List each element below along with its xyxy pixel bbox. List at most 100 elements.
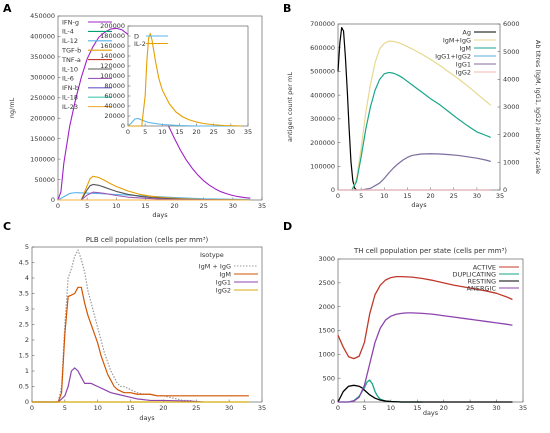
- panel-a-inset-y-tick-label: 180000: [100, 32, 125, 40]
- panel-b-right-y-tick-label: 2000: [503, 131, 520, 139]
- panel-d: 0 5 10 15 20 25 30 35 0 500 1000 1500 2000 2500 3000 da…: [318, 247, 527, 417]
- panel-d-x-tick-label: 20: [440, 404, 448, 412]
- panel-b-y-tick-label: 200000: [310, 139, 335, 147]
- panel-c-x-tick-label: 5: [63, 404, 67, 412]
- panel-d-series-duplicating: [338, 379, 423, 403]
- panel-c-title: PLB cell population (cells per mm³): [86, 236, 209, 244]
- panel-a-legend-label: IL-6: [62, 75, 74, 83]
- panel-a-x-axis-label: days: [152, 211, 168, 219]
- panel-b-y-axis-label: antigen count per mL: [286, 72, 294, 142]
- panel-a-inset-y-tick-label: 160000: [100, 42, 125, 50]
- panel-a-y-tick-label: 0: [51, 196, 55, 204]
- panel-c-y-tick-label: 3: [25, 305, 29, 313]
- panel-d-title: TH cell population per state (cells per …: [353, 247, 507, 255]
- panel-a-x-tick-label: 0: [56, 202, 60, 210]
- panel-c-legend-label: IgG1: [216, 278, 231, 286]
- panel-d-y-tick-label: 1000: [318, 351, 335, 359]
- panel-b-y-tick-label: 100000: [310, 162, 335, 170]
- panel-a-legend-label: TNF-a: [61, 56, 81, 64]
- panel-d-y-tick-label: 500: [323, 374, 335, 382]
- panel-b-x-tick-label: 20: [426, 192, 434, 200]
- panel-b-y-tick-label: 500000: [310, 68, 335, 76]
- panel-a-x-tick-label: 30: [229, 202, 237, 210]
- panel-b-series-ag: [337, 26, 357, 191]
- panel-a-legend-label: IL-10: [62, 65, 78, 73]
- panel-c-y-tick-label: 3.5: [19, 290, 29, 298]
- panel-c-x-tick-label: 15: [126, 404, 134, 412]
- panel-c-legend-title: Isotype: [200, 251, 224, 259]
- panel-d-legend-label: ANERGIC: [467, 284, 497, 292]
- panel-c-series-igg1: [32, 367, 203, 403]
- panel-d-legend-label: ACTIVE: [473, 263, 496, 271]
- panel-c-legend-label: IgM: [219, 270, 231, 278]
- panel-b-x-tick-label: 10: [380, 192, 388, 200]
- panel-a-inset-y-tick-label: 200000: [100, 22, 125, 30]
- panel-d-series-active: [337, 275, 513, 360]
- panel-a-legend-label: IFN-b: [62, 84, 79, 92]
- panel-b-x-tick-label: 0: [336, 192, 340, 200]
- panel-a-legend-label: TGF-b: [61, 47, 81, 55]
- panel-a-legend-label: IL-4: [62, 28, 74, 36]
- panel-d-x-tick-label: 5: [362, 404, 366, 412]
- panel-c-y-tick-label: 4: [25, 274, 29, 282]
- panel-b-series-igm-igg: [351, 40, 492, 191]
- panel-a-inset-x-tick-label: 0: [126, 128, 130, 136]
- panel-a-inset-series-il-2: [128, 32, 242, 127]
- panel-b-right-y-tick-label: 0: [503, 186, 507, 194]
- panel-a-inset-y-tick-label: 40000: [104, 102, 125, 110]
- panel-a-inset-series-d: [127, 117, 242, 127]
- panel-c-x-tick-label: 20: [159, 404, 167, 412]
- panel-a-inset-y-tick-label: 120000: [100, 62, 125, 70]
- panel-label-b: B: [283, 2, 291, 15]
- panel-d-legend-label: DUPLICATING: [453, 270, 497, 278]
- panel-a-x-tick-label: 5: [85, 202, 89, 210]
- panel-d-x-tick-label: 0: [336, 404, 340, 412]
- panel-a-legend-label: IL-18: [62, 94, 78, 102]
- panel-a-series-il-6: [58, 191, 251, 201]
- panel-b-x-tick-label: 35: [496, 192, 504, 200]
- panel-d-series-resting: [337, 384, 513, 403]
- panel-a-inset-y-tick-label: 140000: [100, 52, 125, 60]
- panel-a-inset-y-tick-label: 100000: [100, 72, 125, 80]
- panel-a-inset-x-tick-label: 25: [210, 128, 218, 136]
- panel-c: 0 5 10 15 20 25 30 35 0 0.5 1 1.5 2 2.5 3 3.5 4 4.5 5 days P…: [19, 236, 266, 422]
- panel-a-y-tick-label: 150000: [30, 135, 55, 143]
- panel-d-x-tick-label: 30: [492, 404, 500, 412]
- panel-b-legend-label: Ag: [462, 28, 471, 36]
- panel-b-y-tick-label: 300000: [310, 115, 335, 123]
- panel-b-legend-label: IgM: [459, 44, 471, 52]
- panel-b-y-tick-label: 400000: [310, 91, 335, 99]
- panel-c-x-tick-label: 0: [30, 404, 34, 412]
- panel-a-y-tick-label: 400000: [30, 33, 55, 41]
- panel-b-y2-axis-label: Ab titres (IgM, IgG1, IgG2) arbitrary sc…: [534, 40, 542, 174]
- panel-a-y-tick-label: 450000: [30, 12, 55, 20]
- panel-b-y-tick-label: 600000: [310, 44, 335, 52]
- panel-c-y-tick-label: 1.5: [19, 352, 29, 360]
- panel-b-x-tick-label: 30: [473, 192, 481, 200]
- panel-label-d: D: [283, 220, 292, 233]
- panel-c-legend-label: IgG2: [216, 286, 231, 294]
- panel-b-legend-label: IgG2: [456, 68, 471, 76]
- panel-a-inset-x-tick-label: 30: [227, 128, 235, 136]
- panel-b-y-tick-label: 700000: [310, 20, 335, 28]
- panel-label-c: C: [3, 220, 11, 233]
- panel-a-legend-label: IL-12: [62, 37, 78, 45]
- panel-d-y-tick-label: 0: [331, 398, 335, 406]
- panel-c-x-tick-label: 10: [94, 404, 102, 412]
- panel-d-series-anergic: [338, 312, 513, 403]
- panel-d-x-tick-label: 15: [413, 404, 421, 412]
- panel-b-right-y-tick-label: 3000: [503, 103, 520, 111]
- panel-c-y-tick-label: 2.5: [19, 321, 29, 329]
- panel-a-x-tick-label: 25: [200, 202, 208, 210]
- panel-d-x-tick-label: 10: [387, 404, 395, 412]
- panel-a-y-tick-label: 200000: [30, 114, 55, 122]
- panel-a-legend-label: IL-23: [62, 103, 78, 111]
- panel-a-y-tick-label: 50000: [34, 176, 55, 184]
- panel-a-inset-y-tick-label: 80000: [104, 82, 125, 90]
- panel-a-inset-legend-label: IL-2: [134, 40, 146, 48]
- panel-b-right-y-tick-label: 4000: [503, 76, 520, 84]
- panel-c-y-tick-label: 0.5: [19, 383, 29, 391]
- panel-b: 0 5 10 15 20 25 30 3501000002000003000004000005…: [286, 20, 542, 209]
- panel-b-x-axis-label: days: [411, 201, 427, 209]
